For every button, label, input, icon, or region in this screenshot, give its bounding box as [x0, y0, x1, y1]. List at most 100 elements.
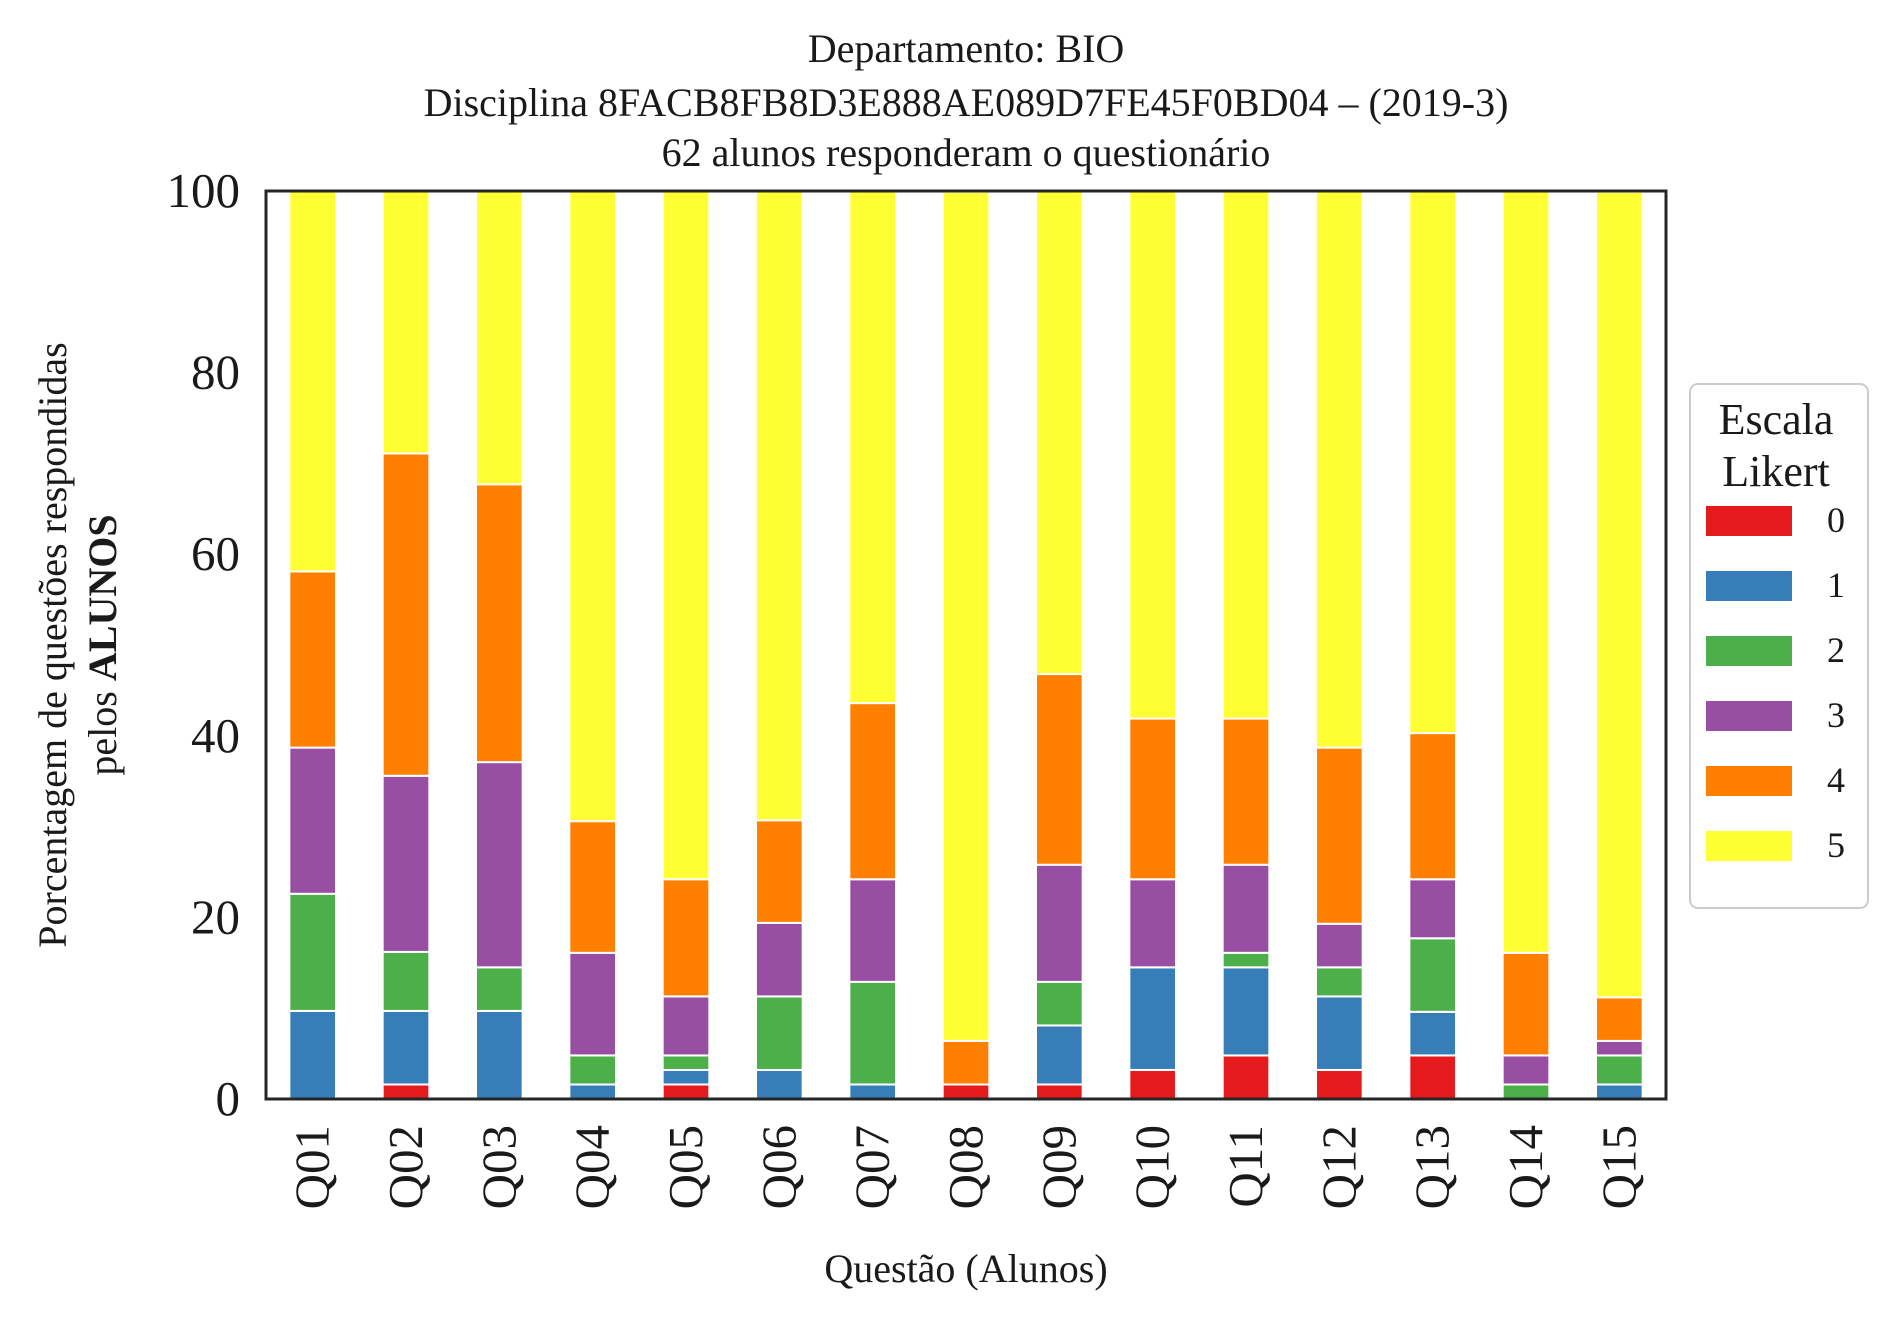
bar-segment-q05-likert-4: [661, 878, 711, 998]
legend-items: 0 1 2 3 4 5: [1706, 500, 1845, 865]
legend-swatch-likert-2: [1706, 636, 1792, 666]
bar-segment-q13-likert-1: [1408, 1010, 1457, 1057]
bar-segment-q07-likert-1: [848, 1083, 898, 1100]
y-tick-label-80: 80: [191, 345, 240, 400]
bar-segment-q14-likert-4: [1501, 951, 1551, 1057]
bar-segment-q02-likert-4: [381, 452, 431, 777]
x-tick-label-q03: Q03: [471, 1125, 526, 1209]
bar-segment-q09-likert-5: [1035, 190, 1084, 676]
bar-segment-q05-likert-5: [661, 190, 711, 881]
y-tick-label-0: 0: [216, 1071, 241, 1126]
bar-segment-q02-likert-3: [381, 774, 431, 953]
bar-segment-q09-likert-4: [1035, 673, 1084, 866]
bar-segment-q09-likert-3: [1035, 863, 1084, 983]
bar-segment-q12-likert-5: [1315, 190, 1364, 749]
y-tick-label-100: 100: [167, 163, 241, 218]
x-tick-label-q09: Q09: [1031, 1125, 1086, 1209]
bar-stack-q12: [1315, 190, 1364, 1100]
x-tick-label-q08: Q08: [938, 1125, 993, 1209]
legend-swatch-likert-4: [1706, 766, 1792, 796]
chart-title: Departamento: BIO Disciplina 8FACB8FB8D3…: [424, 26, 1509, 175]
bar-stack-q10: [1128, 190, 1177, 1100]
bar-stack-q07: [848, 189, 898, 1100]
bar-segment-q06-likert-2: [755, 995, 804, 1071]
bar-segment-q04-likert-3: [568, 951, 618, 1057]
bar-segment-q06-likert-5: [755, 189, 804, 822]
x-tick-label-q04: Q04: [565, 1125, 620, 1209]
bar-stack-q08: [941, 190, 991, 1100]
bar-segment-q10-likert-1: [1128, 966, 1177, 1071]
y-axis-label-bold: ALUNOS: [80, 514, 125, 681]
x-tick-label-q14: Q14: [1498, 1125, 1553, 1209]
bar-segment-q07-likert-5: [848, 189, 898, 705]
x-tick-label-q07: Q07: [845, 1125, 900, 1209]
x-tick-label-q05: Q05: [658, 1125, 713, 1209]
bar-segment-q11-likert-0: [1221, 1054, 1271, 1101]
bar-segment-q12-likert-2: [1315, 966, 1364, 998]
y-tick-label-20: 20: [191, 889, 240, 944]
bar-stack-q01: [288, 190, 337, 1100]
bar-segment-q06-likert-3: [755, 921, 804, 998]
bar-stack-q02: [381, 189, 431, 1100]
bar-segment-q15-likert-4: [1595, 996, 1644, 1042]
bar-segment-q05-likert-2: [661, 1054, 711, 1071]
bars-layer: [288, 189, 1644, 1101]
bar-segment-q13-likert-0: [1408, 1054, 1457, 1101]
bar-stack-q03: [475, 190, 524, 1100]
y-axis-label-line-1: Porcentagem de questões respondidas: [30, 342, 75, 947]
x-tick-label-q15: Q15: [1591, 1125, 1646, 1209]
bar-segment-q08-likert-5: [941, 190, 991, 1042]
bar-stack-q13: [1408, 190, 1457, 1101]
legend-title-line-2: Likert: [1722, 447, 1830, 496]
bar-segment-q11-likert-3: [1221, 863, 1271, 954]
bar-segment-q12-likert-3: [1315, 922, 1364, 969]
legend-label-likert-2: 2: [1827, 630, 1845, 670]
x-tick-label-q12: Q12: [1311, 1125, 1366, 1209]
legend-label-likert-4: 4: [1827, 760, 1845, 800]
bar-segment-q03-likert-2: [475, 966, 524, 1012]
x-tick-label-q01: Q01: [285, 1125, 340, 1209]
bar-stack-q05: [661, 190, 711, 1100]
bar-segment-q09-likert-2: [1035, 980, 1084, 1027]
chart-title-line-3: 62 alunos responderam o questionário: [662, 130, 1271, 175]
bar-segment-q10-likert-0: [1128, 1068, 1177, 1100]
bar-segment-q08-likert-4: [941, 1039, 991, 1086]
bar-segment-q02-likert-2: [381, 950, 431, 1012]
legend-swatch-likert-1: [1706, 571, 1792, 601]
bar-segment-q05-likert-0: [661, 1083, 711, 1100]
bar-segment-q14-likert-2: [1501, 1083, 1551, 1100]
legend: Escala Likert 0 1 2 3 4 5: [1689, 383, 1869, 909]
bar-segment-q11-likert-2: [1221, 951, 1271, 969]
bar-segment-q03-likert-4: [475, 483, 524, 764]
bar-segment-q01-likert-4: [288, 570, 337, 749]
bar-segment-q06-likert-1: [755, 1068, 804, 1100]
bar-segment-q14-likert-3: [1501, 1054, 1551, 1086]
bar-segment-q04-likert-1: [568, 1083, 618, 1100]
bar-segment-q02-likert-5: [381, 189, 431, 455]
legend-swatch-likert-5: [1706, 831, 1792, 861]
bar-segment-q08-likert-0: [941, 1083, 991, 1100]
bar-segment-q05-likert-1: [661, 1068, 711, 1086]
y-tick-label-40: 40: [191, 708, 240, 763]
bar-segment-q02-likert-1: [381, 1009, 431, 1086]
bar-segment-q07-likert-4: [848, 702, 898, 881]
bar-stack-q06: [755, 189, 804, 1100]
y-tick-label-60: 60: [191, 526, 240, 581]
bar-segment-q07-likert-3: [848, 878, 898, 983]
bar-segment-q09-likert-0: [1035, 1083, 1084, 1100]
legend-label-likert-0: 0: [1827, 500, 1845, 540]
x-tick-label-q02: Q02: [378, 1125, 433, 1209]
x-tick-label-q13: Q13: [1405, 1125, 1460, 1209]
bar-segment-q15-likert-1: [1595, 1083, 1644, 1100]
bar-segment-q12-likert-1: [1315, 995, 1364, 1071]
bar-segment-q13-likert-4: [1408, 732, 1457, 881]
bar-segment-q10-likert-5: [1128, 190, 1177, 720]
bar-segment-q11-likert-1: [1221, 966, 1271, 1057]
bar-segment-q10-likert-3: [1128, 878, 1177, 969]
x-axis-label: Questão (Alunos): [824, 1246, 1107, 1291]
bar-segment-q01-likert-5: [288, 190, 337, 573]
y-axis-label: Porcentagem de questões respondidas pelo…: [30, 342, 125, 947]
bar-segment-q04-likert-4: [568, 820, 618, 954]
legend-swatch-likert-3: [1706, 701, 1792, 731]
